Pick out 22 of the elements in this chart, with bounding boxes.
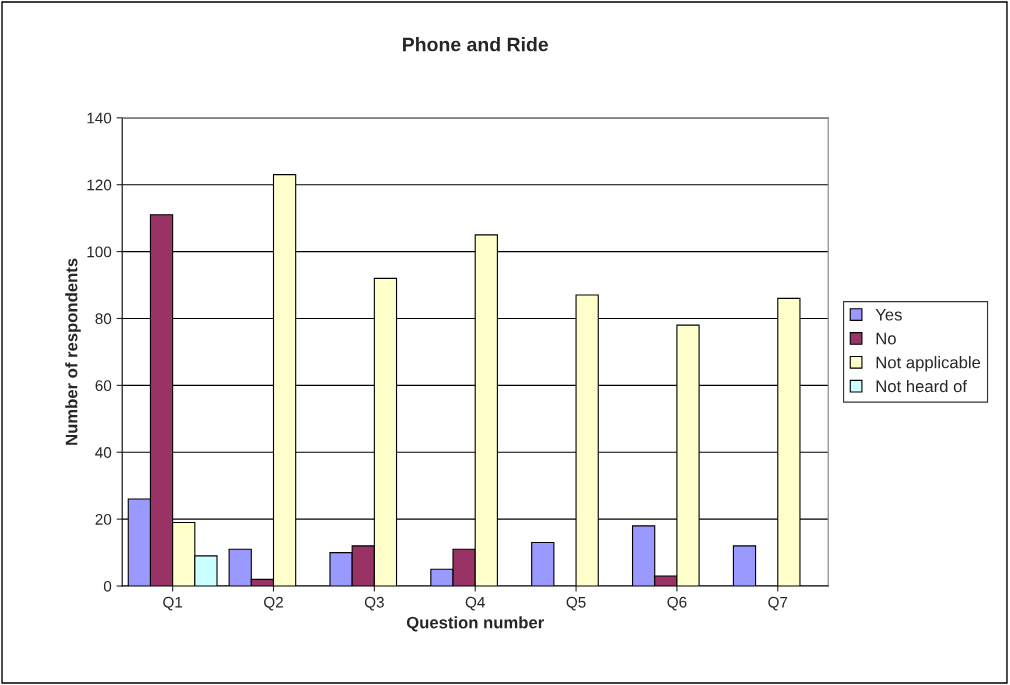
y-tick-label: 80 xyxy=(95,313,112,325)
y-tick-label: 140 xyxy=(87,112,112,124)
x-tick-label: Q7 xyxy=(768,596,788,611)
x-tick-label: Q2 xyxy=(264,596,283,611)
y-axis-title: Number of respondents xyxy=(65,258,81,445)
x-tick-label: Q4 xyxy=(465,596,485,611)
y-tick-label: 60 xyxy=(95,380,112,392)
x-tick-label: Q3 xyxy=(364,596,384,611)
x-tick-label: Q6 xyxy=(667,596,687,611)
y-tick-label: 20 xyxy=(95,514,112,525)
x-tick-label: Q1 xyxy=(163,596,183,611)
x-tick-label: Q5 xyxy=(566,596,586,611)
legend-label: Not heard of xyxy=(876,379,968,393)
chart-title: Phone and Ride xyxy=(403,37,549,52)
y-tick-label: 100 xyxy=(87,246,112,258)
y-tick-label: 0 xyxy=(103,580,112,592)
legend-label: Not applicable xyxy=(876,356,981,372)
legend-label: Yes xyxy=(875,308,902,321)
legend-label: No xyxy=(876,332,896,345)
x-axis-title: Question number xyxy=(406,616,544,632)
y-tick-label: 40 xyxy=(95,447,112,458)
y-tick-label: 120 xyxy=(87,179,112,191)
